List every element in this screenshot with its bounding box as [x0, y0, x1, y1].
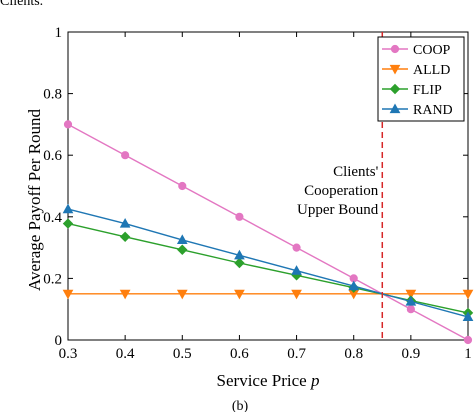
legend-entry-flip: FLIP — [382, 83, 442, 98]
x-tick-label: 0.8 — [344, 346, 363, 362]
series-coop — [63, 120, 473, 345]
x-tick-label: 0.6 — [230, 346, 249, 362]
x-tick-label: 0.3 — [59, 346, 78, 362]
x-tick-label: 0.4 — [116, 346, 135, 362]
data-point-flip — [177, 244, 188, 255]
legend-marker — [389, 103, 401, 114]
data-point-flip — [119, 231, 131, 243]
annotation-label-line: Cooperation — [304, 183, 379, 199]
y-tick-label: 0 — [55, 333, 63, 349]
legend-entry-coop: COOP — [382, 43, 451, 58]
data-point-rand — [462, 311, 474, 321]
data-point-coop — [406, 305, 415, 314]
data-point-alld — [176, 289, 188, 300]
x-tick-label: 1 — [464, 346, 472, 362]
data-point-coop — [178, 181, 187, 191]
data-point-rand — [405, 295, 417, 306]
legend-entry-rand: RAND — [382, 103, 453, 118]
data-point-coop — [292, 243, 301, 252]
x-tick-label: 0.7 — [287, 346, 306, 362]
legend-entry-alld: ALLD — [382, 63, 450, 78]
y-tick-label: 1 — [55, 25, 63, 41]
legend-marker — [389, 83, 401, 95]
annotation-layer: Clients' Cooperation Upper Bound — [297, 32, 384, 340]
data-point-alld — [405, 289, 417, 300]
data-point-coop — [121, 151, 130, 160]
x-tick-label: 0.5 — [173, 346, 192, 362]
data-point-rand — [291, 265, 302, 275]
series-rand — [62, 203, 474, 321]
data-point-rand — [176, 234, 188, 244]
y-tick-label: 0.8 — [43, 87, 62, 103]
legend-marker — [389, 64, 401, 75]
annotation-label-line: Clients' — [333, 164, 379, 180]
x-tick-label: 0.9 — [401, 346, 420, 362]
data-point-alld — [119, 289, 131, 300]
data-point-flip — [234, 257, 245, 269]
data-point-coop — [63, 120, 73, 129]
data-point-alld — [462, 289, 474, 300]
data-point-rand — [119, 218, 131, 228]
series-line-rand — [67, 208, 469, 318]
annotation-label-line: Upper Bound — [297, 202, 379, 218]
data-point-rand — [62, 203, 74, 214]
data-point-coop — [463, 335, 473, 345]
legend-label: RAND — [413, 103, 453, 118]
header-fragment: Clients. — [0, 0, 44, 9]
figure-caption: (b) — [232, 399, 249, 412]
series-layer — [62, 120, 474, 345]
data-point-alld — [62, 289, 74, 300]
y-axis-label: Average Payoff Per Round — [25, 108, 44, 291]
series-alld — [62, 289, 474, 300]
data-point-alld — [291, 289, 302, 300]
axes: 0.3 0.4 0.5 0.6 0.7 0.8 0.9 1 0 0.2 0.4 0.6 0.8 1 — [43, 25, 472, 362]
data-point-flip — [62, 218, 74, 229]
x-axis-label: Service Price p — [217, 371, 320, 390]
data-point-alld — [234, 289, 245, 300]
legend-marker — [390, 44, 400, 54]
legend-label: FLIP — [413, 83, 442, 98]
data-point-rand — [234, 249, 245, 260]
legend-label: ALLD — [413, 63, 450, 78]
data-point-rand — [348, 280, 360, 291]
y-tick-label: 0.4 — [43, 210, 62, 226]
y-tick-label: 0.2 — [43, 271, 62, 287]
data-point-coop — [235, 212, 244, 221]
legend: COOP ALLD FLIP RAND — [377, 36, 465, 122]
legend-label: COOP — [413, 43, 451, 58]
y-tick-label: 0.6 — [43, 148, 62, 164]
series-line-coop — [67, 123, 469, 341]
